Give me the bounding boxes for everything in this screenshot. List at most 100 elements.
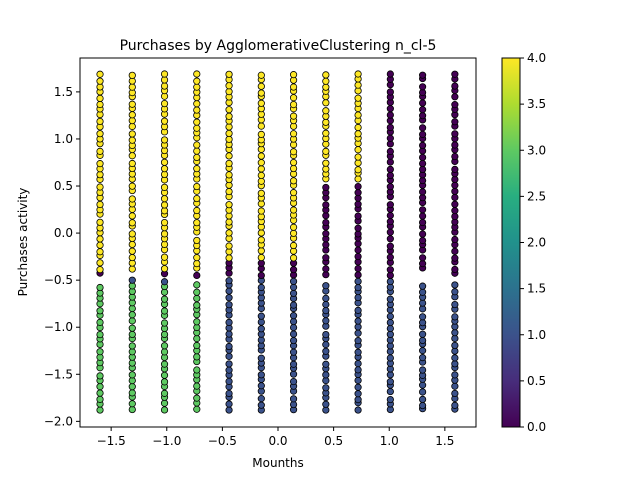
- scatter-point: [354, 153, 362, 161]
- scatter-point: [257, 71, 265, 79]
- scatter-point: [289, 266, 298, 274]
- y-tick-label: 1.0: [54, 132, 73, 146]
- scatter-point: [354, 81, 362, 89]
- scatter-point: [225, 229, 233, 237]
- scatter-point: [354, 252, 362, 261]
- scatter-point: [128, 330, 136, 339]
- scatter-point: [322, 341, 330, 349]
- scatter-point: [451, 382, 459, 390]
- scatter-point: [386, 277, 394, 286]
- scatter-point: [160, 218, 169, 227]
- x-tick-label: 0.0: [268, 434, 287, 448]
- scatter-point: [386, 158, 394, 166]
- scatter-point: [225, 135, 233, 143]
- scatter-point: [225, 360, 233, 368]
- scatter-point: [160, 253, 169, 261]
- scatter-point: [160, 158, 169, 166]
- colorbar: [501, 57, 521, 428]
- scatter-point: [193, 366, 201, 374]
- scatter-point: [322, 371, 330, 379]
- scatter-point: [96, 266, 104, 274]
- scatter-point: [419, 230, 427, 238]
- scatter-point: [451, 254, 459, 262]
- scatter-point: [419, 71, 427, 79]
- scatter-point: [193, 206, 201, 215]
- scatter-point: [322, 294, 330, 302]
- scatter-point: [225, 377, 233, 385]
- scatter-point: [354, 224, 362, 232]
- y-axis-label: Purchases activity: [16, 188, 30, 297]
- scatter-point: [225, 82, 233, 90]
- scatter-point: [386, 123, 394, 132]
- scatter-point: [354, 159, 362, 167]
- scatter-point: [419, 130, 427, 138]
- scatter-point: [289, 130, 298, 138]
- scatter-point: [322, 218, 330, 227]
- scatter-point: [289, 289, 298, 297]
- scatter-point: [322, 165, 330, 173]
- scatter-point: [354, 293, 362, 302]
- scatter-point: [354, 264, 362, 273]
- scatter-point: [386, 201, 394, 209]
- scatter-point: [451, 193, 459, 202]
- scatter-point: [322, 400, 330, 408]
- scatter-point: [225, 123, 233, 131]
- scatter-point: [386, 70, 394, 78]
- scatter-point: [451, 212, 459, 221]
- scatter-point: [354, 376, 362, 384]
- scatter-point: [160, 319, 169, 327]
- scatter-point: [386, 342, 394, 350]
- scatter-point: [193, 147, 201, 155]
- scatter-point: [128, 247, 136, 255]
- scatter-point: [225, 406, 233, 414]
- scatter-point: [419, 106, 427, 114]
- scatter-point: [128, 71, 136, 79]
- scatter-point: [322, 230, 330, 238]
- scatter-point: [128, 265, 136, 273]
- scatter-point: [193, 281, 201, 289]
- scatter-point: [225, 330, 233, 338]
- scatter-point: [354, 277, 362, 285]
- scatter-point: [322, 159, 330, 167]
- scatter-point: [96, 183, 104, 191]
- scatter-point: [354, 406, 362, 414]
- scatter-point: [386, 387, 394, 396]
- colorbar-axis: 0.0 0.5 1.0 1.5 2.0 2.5 3.0 3.5 4.0: [520, 51, 546, 434]
- scatter-point: [128, 371, 136, 379]
- scatter-point: [96, 117, 104, 126]
- scatter-point: [225, 106, 233, 114]
- scatter-point: [96, 259, 104, 267]
- scatter-point: [225, 400, 233, 408]
- scatter-point: [160, 399, 169, 407]
- scatter-point: [225, 389, 233, 398]
- scatter-point: [225, 171, 233, 179]
- x-tick-label: −1.5: [97, 434, 126, 448]
- scatter-point: [257, 325, 265, 333]
- y-axis: −2.0 −1.5 −1.0 −0.5 0.0 0.5 1.0 1.5: [44, 85, 80, 428]
- scatter-point: [225, 112, 233, 120]
- scatter-point: [160, 165, 169, 173]
- scatter-point: [160, 295, 169, 303]
- scatter-point: [451, 82, 459, 90]
- scatter-point: [451, 70, 459, 78]
- scatter-point: [193, 254, 201, 262]
- scatter-point: [193, 294, 201, 303]
- scatter-point: [193, 100, 201, 108]
- x-tick-label: 1.5: [435, 434, 454, 448]
- scatter-point: [96, 235, 104, 243]
- scatter-point: [419, 99, 427, 107]
- scatter-point: [225, 366, 233, 374]
- scatter-point: [96, 200, 104, 209]
- scatter-point: [289, 348, 298, 356]
- scatter-point: [257, 159, 265, 167]
- scatter-point: [322, 83, 330, 91]
- scatter-point: [257, 401, 265, 409]
- scatter-point: [160, 70, 169, 78]
- scatter-point: [96, 94, 104, 102]
- scatter-point: [419, 188, 427, 196]
- scatter-point: [354, 212, 362, 220]
- scatter-point: [386, 312, 394, 320]
- y-tick-label: 1.5: [54, 85, 73, 99]
- scatter-point: [289, 223, 298, 231]
- scatter-point: [193, 165, 201, 173]
